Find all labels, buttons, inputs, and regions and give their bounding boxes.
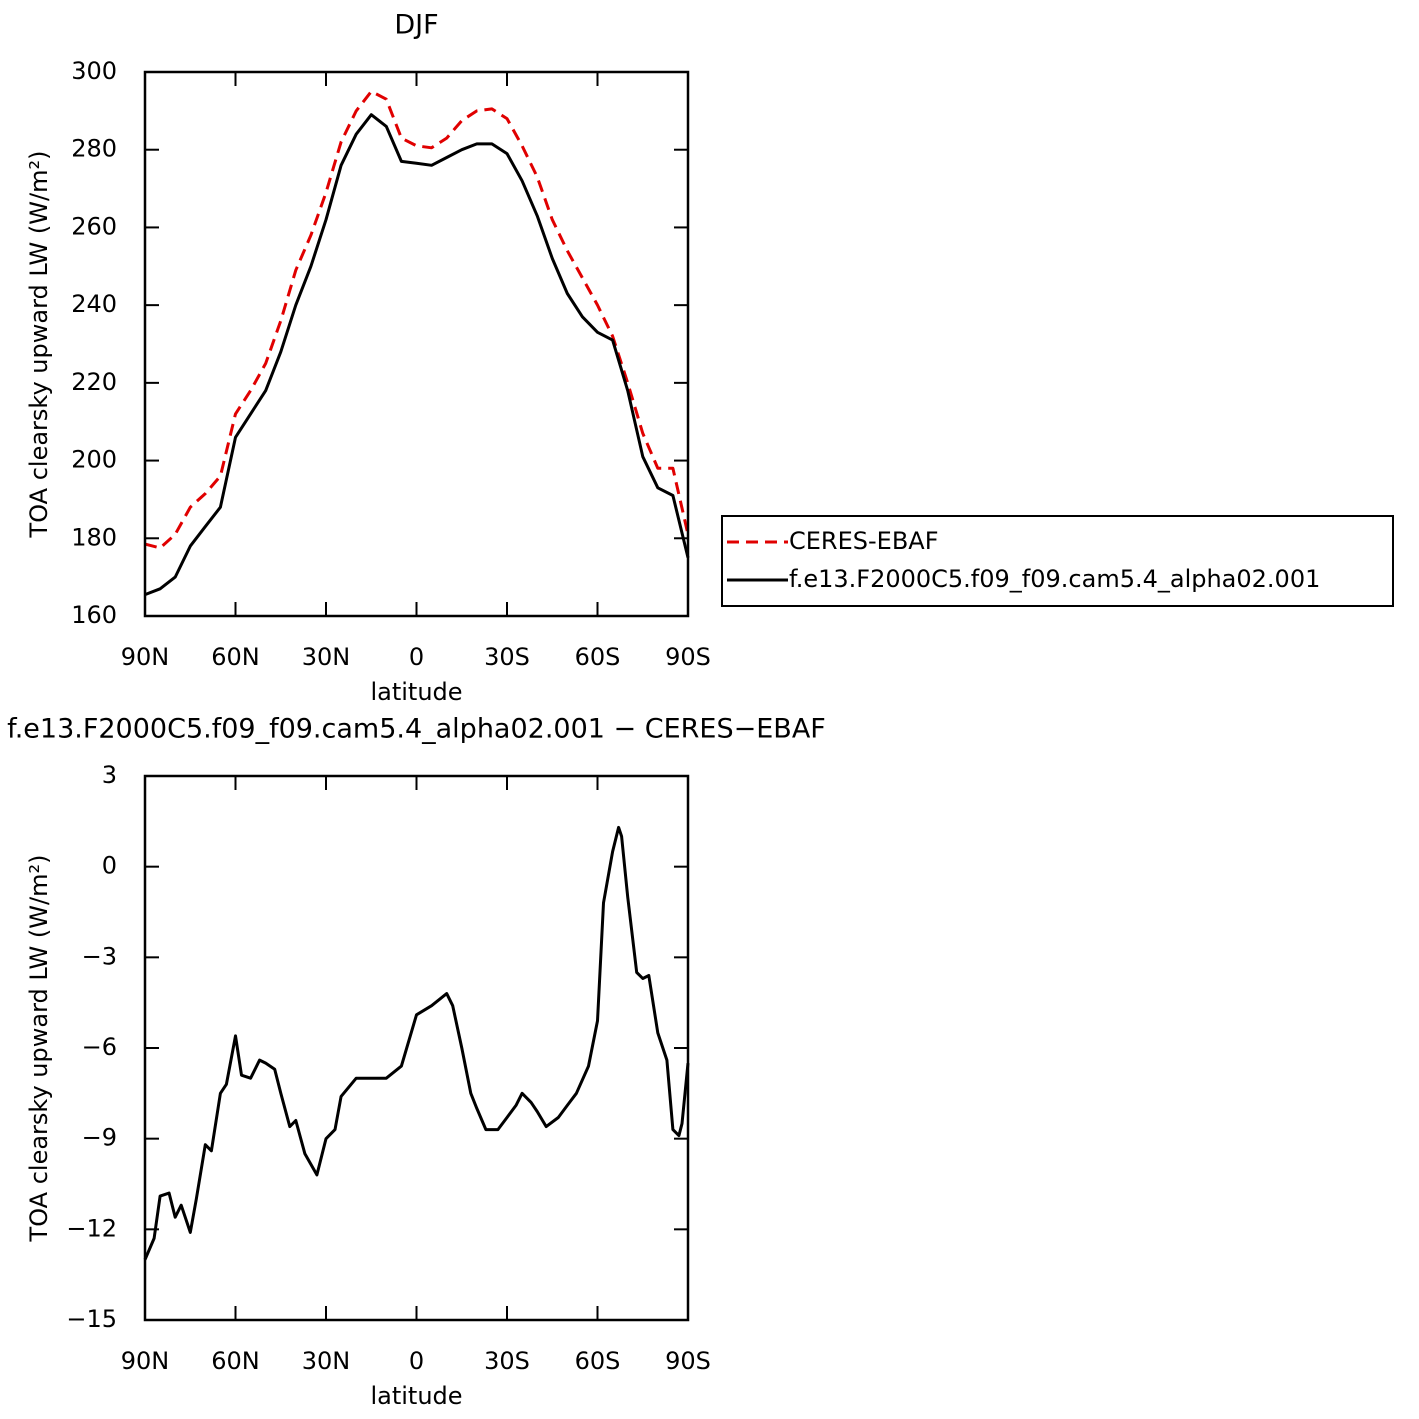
x-tick-label: 60N	[211, 1347, 260, 1375]
x-axis-label: latitude	[370, 1382, 462, 1410]
y-tick-label: 220	[71, 368, 117, 396]
plot-frame	[143, 774, 690, 1322]
chart-title: DJF	[394, 10, 438, 41]
y-tick-label: 300	[71, 57, 117, 85]
y-tick-label: −9	[82, 1124, 117, 1152]
y-tick-label: −15	[66, 1305, 117, 1333]
plot-frame	[143, 70, 690, 618]
x-axis-label: latitude	[370, 678, 462, 706]
data-line	[144, 89, 690, 550]
x-tick-label: 90S	[665, 643, 711, 671]
y-tick-label: 260	[71, 212, 117, 240]
y-axis-label: TOA clearsky upward LW (W/m²)	[25, 151, 53, 539]
x-tick-label: 60N	[211, 643, 260, 671]
data-line	[144, 113, 690, 597]
y-tick-label: −6	[82, 1033, 117, 1061]
x-tick-label: 60S	[575, 1347, 621, 1375]
y-tick-label: 3	[102, 761, 117, 789]
y-tick-label: 180	[71, 523, 117, 551]
y-tick-label: 160	[71, 601, 117, 629]
x-tick-label: 30S	[484, 643, 530, 671]
y-tick-label: 240	[71, 290, 117, 318]
x-tick-label: 60S	[575, 643, 621, 671]
legend-label: CERES-EBAF	[789, 527, 939, 555]
legend-box	[721, 515, 1394, 607]
y-tick-label: 0	[102, 852, 117, 880]
x-tick-label: 30S	[484, 1347, 530, 1375]
x-tick-label: 90N	[121, 1347, 170, 1375]
y-tick-label: −12	[66, 1214, 117, 1242]
y-axis-label: TOA clearsky upward LW (W/m²)	[25, 855, 53, 1243]
chart-title: f.e13.F2000C5.f09_f09.cam5.4_alpha02.001…	[7, 714, 826, 745]
x-tick-label: 30N	[302, 643, 351, 671]
data-line	[143, 825, 690, 1261]
legend-label: f.e13.F2000C5.f09_f09.cam5.4_alpha02.001	[789, 565, 1320, 593]
y-tick-label: 200	[71, 446, 117, 474]
x-tick-label: 90N	[121, 643, 170, 671]
x-tick-label: 0	[409, 643, 424, 671]
x-tick-label: 90S	[665, 1347, 711, 1375]
x-tick-label: 0	[409, 1347, 424, 1375]
x-tick-label: 30N	[302, 1347, 351, 1375]
y-tick-label: 280	[71, 135, 117, 163]
y-tick-label: −3	[82, 942, 117, 970]
